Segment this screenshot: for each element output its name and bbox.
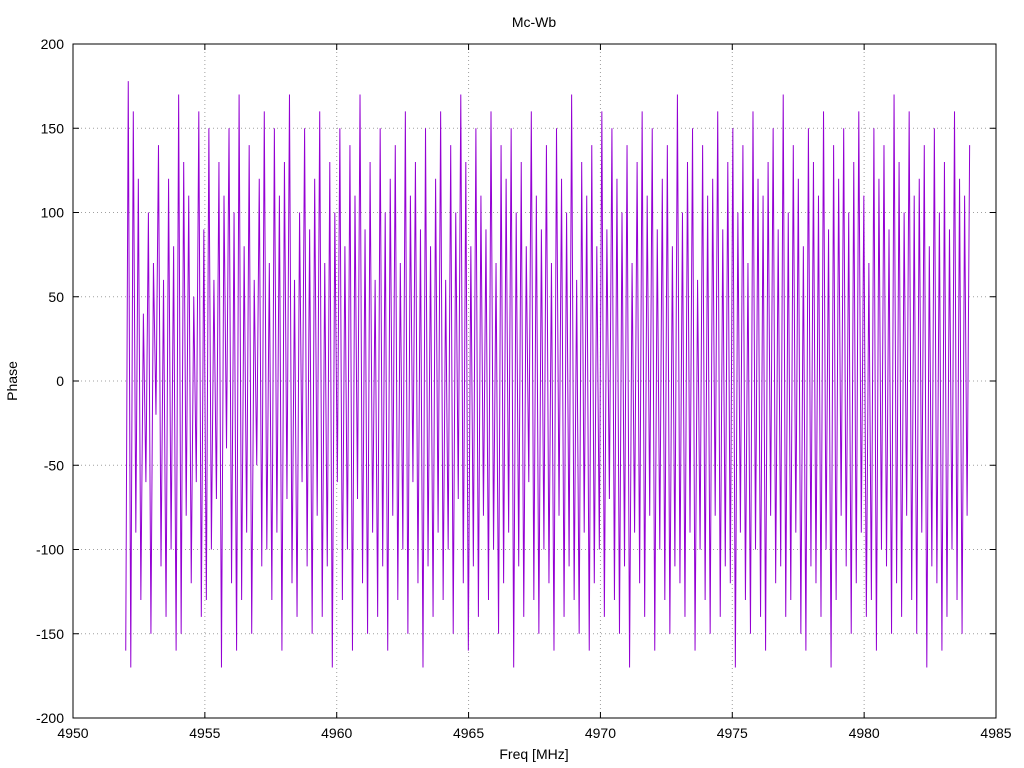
series-phase [125, 81, 971, 668]
y-tick-label: -150 [36, 626, 64, 642]
y-tick-label: 100 [41, 205, 65, 221]
y-tick-label: -200 [36, 710, 64, 726]
y-tick-label: -100 [36, 542, 64, 558]
x-tick-label: 4965 [453, 725, 484, 741]
y-tick-label: 50 [48, 289, 64, 305]
x-tick-label: 4985 [980, 725, 1011, 741]
y-tick-label: -50 [44, 457, 64, 473]
chart-title: Mc-Wb [512, 14, 557, 30]
x-tick-label: 4975 [717, 725, 748, 741]
x-tick-label: 4960 [321, 725, 352, 741]
y-axis-title: Phase [4, 361, 20, 401]
x-tick-label: 4955 [189, 725, 220, 741]
x-axis-title: Freq [MHz] [499, 746, 568, 762]
y-tick-labels: -200 -150 -100 -50 0 50 100 150 200 [36, 36, 64, 726]
x-tick-labels: 4950 4955 4960 4965 4970 4975 4980 4985 [57, 725, 1011, 741]
x-tick-label: 4950 [57, 725, 88, 741]
x-tick-label: 4980 [849, 725, 880, 741]
y-tick-label: 0 [56, 373, 64, 389]
y-tick-label: 200 [41, 36, 65, 52]
y-tick-label: 150 [41, 120, 65, 136]
x-tick-label: 4970 [585, 725, 616, 741]
axis-ticks [72, 43, 997, 719]
phase-line [125, 81, 971, 668]
